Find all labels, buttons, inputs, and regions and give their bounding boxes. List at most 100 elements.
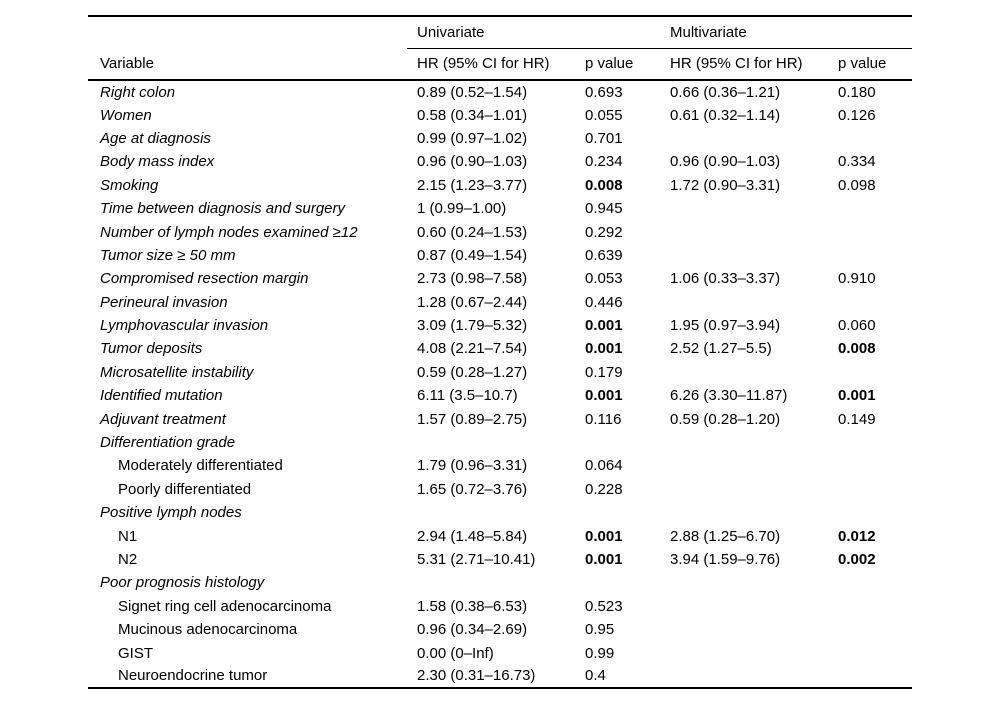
multivariate-hr-cell: 6.26 (3.30–11.87) <box>670 387 788 405</box>
variable-cell: Tumor size ≥ 50 mm <box>100 246 236 264</box>
univariate-p-cell: 0.701 <box>585 129 623 147</box>
variable-cell: Poor prognosis histology <box>100 574 265 592</box>
table-row: Smoking 2.15 (1.23–3.77) 0.008 1.72 (0.90–3… <box>88 174 912 197</box>
univariate-p-cell: 0.523 <box>585 597 623 615</box>
univariate-hr-column-header: HR (95% CI for HR) <box>407 48 585 81</box>
univariate-hr-cell: 1.58 (0.38–6.53) <box>417 597 528 615</box>
univariate-p-cell: 0.001 <box>585 387 623 405</box>
multivariate-p-cell <box>838 244 912 267</box>
univariate-hr-cell: 2.94 (1.48–5.84) <box>417 527 528 545</box>
univariate-p-cell <box>585 501 670 524</box>
variable-cell: Right colon <box>100 83 176 101</box>
multivariate-p-cell: 0.126 <box>838 106 876 124</box>
table-row: Right colon 0.89 (0.52–1.54) 0.693 0.66 (0.… <box>88 80 912 103</box>
table-row: Time between diagnosis and surgery 1 (0.9… <box>88 197 912 220</box>
univariate-p-cell: 0.001 <box>585 551 623 568</box>
multivariate-p-cell <box>838 127 912 150</box>
univariate-hr-cell: 5.31 (2.71–10.41) <box>417 551 536 568</box>
variable-cell: GIST <box>118 644 154 662</box>
multivariate-p-cell <box>838 220 912 243</box>
multivariate-hr-cell <box>670 641 838 664</box>
multivariate-p-cell: 0.008 <box>838 340 876 358</box>
table-row: Tumor size ≥ 50 mm 0.87 (0.49–1.54) 0.639 <box>88 244 912 267</box>
multivariate-hr-cell <box>670 197 838 220</box>
table-row: Differentiation grade <box>88 431 912 454</box>
variable-cell: Compromised resection margin <box>100 270 309 288</box>
variable-cell: Women <box>100 106 152 124</box>
univariate-p-cell: 0.4 <box>585 667 606 685</box>
multivariate-hr-cell: 2.88 (1.25–6.70) <box>670 527 781 545</box>
multivariate-p-cell <box>838 618 912 641</box>
univariate-hr-cell: 0.60 (0.24–1.53) <box>417 223 528 241</box>
group-header-row: Univariate Multivariate <box>88 15 913 49</box>
univariate-hr-cell: 0.59 (0.28–1.27) <box>417 363 528 381</box>
variable-cell: Body mass index <box>100 153 215 171</box>
variable-cell: Differentiation grade <box>100 434 236 452</box>
multivariate-hr-cell: 2.52 (1.27–5.5) <box>670 340 772 358</box>
multivariate-p-cell: 0.098 <box>838 176 876 194</box>
univariate-p-cell: 0.008 <box>585 176 623 194</box>
multivariate-hr-cell <box>670 501 838 524</box>
multivariate-p-cell <box>838 361 912 384</box>
multivariate-hr-cell: 0.66 (0.36–1.21) <box>670 83 781 101</box>
table-row: Compromised resection margin 2.73 (0.98–7… <box>88 267 912 290</box>
variable-cell: Perineural invasion <box>100 293 228 311</box>
variable-cell: N2 <box>118 551 138 568</box>
multivariate-group-header: Multivariate <box>670 15 913 49</box>
univariate-p-cell: 0.055 <box>585 106 623 124</box>
variable-column-header: Variable <box>88 48 407 81</box>
multivariate-hr-cell <box>670 478 838 501</box>
multivariate-p-cell: 0.334 <box>838 153 876 171</box>
multivariate-p-cell: 0.180 <box>838 83 876 101</box>
table-row: Microsatellite instability 0.59 (0.28–1.2… <box>88 361 912 384</box>
variable-cell: Number of lymph nodes examined ≥12 <box>100 223 358 241</box>
table-row: N1 2.94 (1.48–5.84) 0.001 2.88 (1.25–6.70) 0… <box>88 524 912 547</box>
univariate-hr-cell: 1.65 (0.72–3.76) <box>417 480 528 498</box>
univariate-p-cell <box>585 431 670 454</box>
univariate-p-cell: 0.292 <box>585 223 623 241</box>
univariate-hr-cell: 0.99 (0.97–1.02) <box>417 129 528 147</box>
multivariate-hr-cell <box>670 127 838 150</box>
univariate-hr-cell: 3.09 (1.79–5.32) <box>417 317 528 335</box>
univariate-hr-cell: 1.79 (0.96–3.31) <box>417 457 528 475</box>
multivariate-hr-cell: 1.95 (0.97–3.94) <box>670 317 781 335</box>
multivariate-hr-cell <box>670 618 838 641</box>
univariate-hr-cell: 0.96 (0.90–1.03) <box>417 153 528 171</box>
table-row: GIST 0.00 (0–Inf) 0.99 <box>88 641 912 664</box>
univariate-hr-cell: 0.58 (0.34–1.01) <box>417 106 528 124</box>
table-row: Poorly differentiated 1.65 (0.72–3.76) 0.2… <box>88 478 912 501</box>
table-row: Tumor deposits 4.08 (2.21–7.54) 0.001 2.52 … <box>88 337 912 360</box>
multivariate-hr-cell <box>670 220 838 243</box>
variable-cell: Neuroendocrine tumor <box>118 667 268 685</box>
univariate-p-cell: 0.446 <box>585 293 623 311</box>
univariate-p-cell <box>585 571 670 594</box>
multivariate-p-cell <box>838 641 912 664</box>
multivariate-p-cell: 0.001 <box>838 387 876 405</box>
univariate-p-cell: 0.001 <box>585 527 623 545</box>
univariate-group-header: Univariate <box>407 15 670 49</box>
multivariate-hr-cell: 0.61 (0.32–1.14) <box>670 106 781 124</box>
multivariate-hr-column-header: HR (95% CI for HR) <box>670 48 838 81</box>
univariate-p-cell: 0.064 <box>585 457 623 475</box>
univariate-p-column-header: p value <box>585 48 670 81</box>
table-row: Adjuvant treatment 1.57 (0.89–2.75) 0.116 0… <box>88 407 912 430</box>
multivariate-p-cell: 0.060 <box>838 317 876 335</box>
multivariate-p-cell <box>838 665 912 688</box>
multivariate-hr-cell <box>670 595 838 618</box>
univariate-hr-cell: 2.15 (1.23–3.77) <box>417 176 528 194</box>
univariate-p-cell: 0.95 <box>585 621 615 639</box>
variable-cell: Identified mutation <box>100 387 223 405</box>
table-row: Identified mutation 6.11 (3.5–10.7) 0.001 6… <box>88 384 912 407</box>
univariate-hr-cell: 6.11 (3.5–10.7) <box>417 387 518 405</box>
multivariate-hr-cell: 0.59 (0.28–1.20) <box>670 410 781 428</box>
variable-cell: Moderately differentiated <box>118 457 283 475</box>
multivariate-p-cell: 0.012 <box>838 527 876 545</box>
table-row: Signet ring cell adenocarcinoma 1.58 (0.3… <box>88 595 912 618</box>
table-row: Neuroendocrine tumor 2.30 (0.31–16.73) 0.4 <box>88 665 912 688</box>
univariate-hr-cell: 2.73 (0.98–7.58) <box>417 270 528 288</box>
cox-regression-table: Univariate Multivariate Variable HR (95%… <box>88 15 913 690</box>
multivariate-p-cell <box>838 595 912 618</box>
multivariate-p-cell <box>838 478 912 501</box>
variable-cell: Signet ring cell adenocarcinoma <box>118 597 332 615</box>
